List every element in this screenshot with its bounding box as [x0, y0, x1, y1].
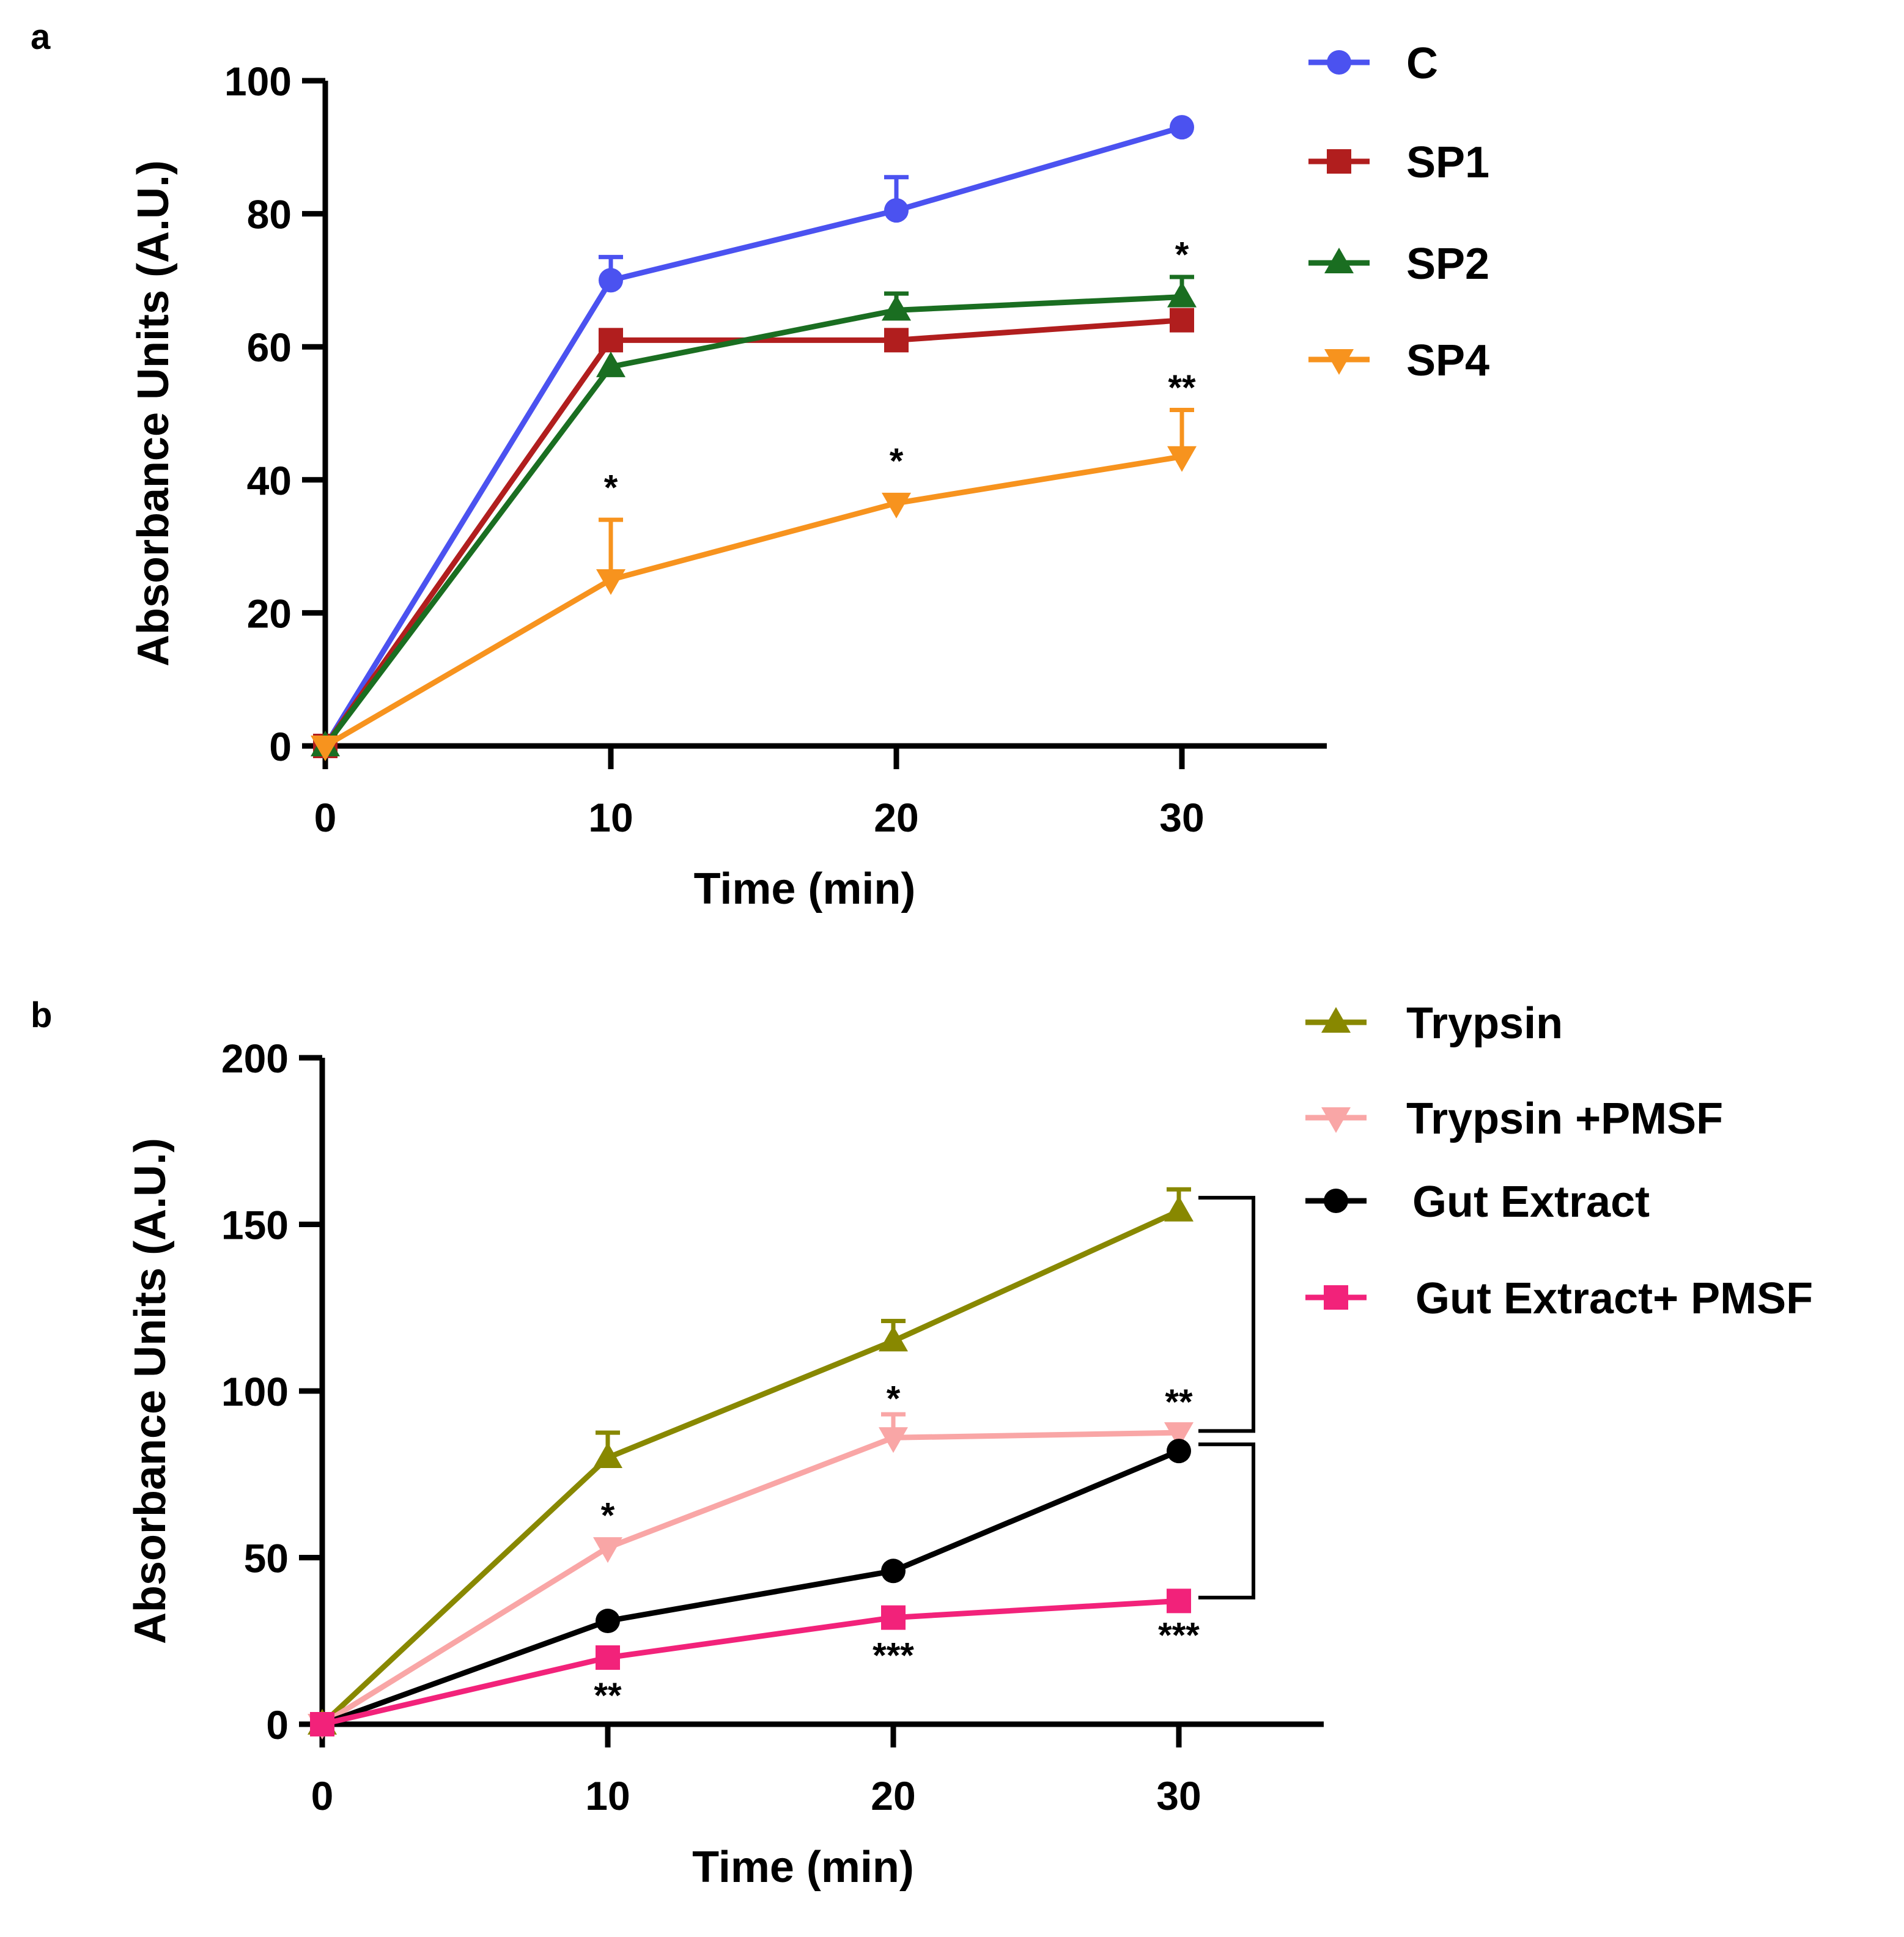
series-sp1 — [313, 308, 1194, 758]
series-trypsin-pmsf — [308, 1412, 1194, 1740]
y-axis-label: Absorbance Units (A.U.) — [126, 1138, 175, 1644]
legend-marker — [1324, 1189, 1348, 1213]
series-line — [320, 1208, 1180, 1727]
series-line — [323, 294, 1183, 748]
data-point — [1167, 281, 1197, 308]
data-point — [884, 328, 909, 353]
legend-marker — [1324, 248, 1354, 273]
series-line — [323, 124, 1183, 748]
panel-label: a — [31, 17, 51, 57]
y-tick-label: 20 — [247, 591, 292, 636]
data-point — [881, 1605, 906, 1630]
data-point — [1164, 1195, 1194, 1222]
legend-label: Trypsin +PMSF — [1406, 1094, 1723, 1143]
data-point — [881, 1559, 906, 1584]
data-point — [1167, 1439, 1191, 1464]
y-tick-label: 80 — [247, 192, 292, 237]
y-tick-label: 0 — [266, 1702, 289, 1747]
data-point — [1170, 115, 1194, 140]
series-line — [321, 1598, 1179, 1727]
data-point — [879, 1326, 908, 1352]
data-point — [596, 1645, 620, 1670]
comparison-bracket — [1198, 1195, 1255, 1433]
legend-label: Trypsin — [1406, 999, 1563, 1048]
legend-marker — [1327, 149, 1351, 174]
data-point — [882, 492, 911, 518]
data-point — [1170, 308, 1194, 333]
data-point — [596, 1609, 620, 1634]
legend-label: Gut Extract+ PMSF — [1415, 1274, 1813, 1323]
series-gut-extract-pmsf — [310, 1588, 1191, 1736]
legend-label: C — [1406, 39, 1438, 88]
y-tick-label: 40 — [247, 458, 292, 503]
comparison-bracket — [1198, 1442, 1255, 1599]
y-tick-label: 150 — [221, 1203, 289, 1248]
data-point — [311, 736, 340, 761]
data-point — [1167, 446, 1197, 472]
panel-a: a 0 20 40 60 80 100 0 10 20 30 Time (min) Absorbance… — [31, 17, 1489, 913]
significance-marker: * — [1175, 235, 1189, 275]
data-point — [593, 1537, 622, 1563]
panel-label: b — [31, 995, 52, 1035]
y-tick-label: 200 — [221, 1036, 289, 1081]
legend-marker — [1327, 50, 1351, 75]
x-axis-label: Time (min) — [694, 865, 916, 913]
y-tick-label: 60 — [247, 325, 292, 370]
significance-marker: *** — [873, 1636, 914, 1675]
significance-marker: ** — [594, 1676, 622, 1716]
significance-marker: * — [887, 1379, 901, 1419]
data-point — [596, 351, 625, 377]
legend-marker — [1321, 1007, 1351, 1033]
x-tick-label: 0 — [311, 1773, 334, 1818]
legend-marker — [1324, 1285, 1348, 1310]
x-axis-label: Time (min) — [692, 1843, 914, 1892]
legend-label: SP4 — [1406, 336, 1489, 385]
series-line — [323, 454, 1183, 748]
data-point — [1164, 1422, 1194, 1448]
legend-marker — [1324, 349, 1354, 375]
x-tick-label: 20 — [874, 795, 918, 840]
legend-label: Gut Extract — [1412, 1178, 1650, 1227]
y-tick-label: 100 — [221, 1369, 289, 1414]
series-line — [321, 1448, 1180, 1727]
x-tick-label: 30 — [1156, 1773, 1201, 1818]
data-point — [593, 1442, 622, 1468]
significance-marker: * — [601, 1496, 615, 1535]
significance-marker: *** — [1158, 1616, 1200, 1656]
series-gut-extract — [310, 1439, 1191, 1736]
y-tick-label: 0 — [269, 724, 292, 769]
significance-marker: * — [890, 441, 904, 481]
series-sp4 — [311, 408, 1197, 761]
x-tick-label: 20 — [871, 1773, 915, 1818]
data-point — [596, 569, 625, 595]
data-point — [599, 268, 623, 293]
legend: C SP1 SP2 SP4 — [1308, 39, 1489, 385]
data-point — [310, 1712, 334, 1736]
legend-marker — [1321, 1107, 1351, 1133]
data-point — [599, 328, 623, 353]
significance-marker: ** — [1165, 1382, 1193, 1422]
series-c — [313, 115, 1194, 758]
legend-label: SP1 — [1406, 138, 1489, 187]
x-tick-label: 30 — [1159, 795, 1204, 840]
x-tick-label: 0 — [314, 795, 337, 840]
x-tick-label: 10 — [585, 1773, 630, 1818]
y-tick-label: 50 — [244, 1536, 289, 1581]
series-sp2 — [311, 275, 1197, 756]
y-axis-label: Absorbance Units (A.U.) — [129, 160, 178, 666]
y-tick-label: 100 — [224, 59, 292, 104]
panel-b: b 0 50 100 150 200 0 10 20 30 Time (min) Absorbance… — [31, 995, 1813, 1892]
data-point — [882, 295, 911, 321]
x-tick-label: 10 — [588, 795, 633, 840]
series-line — [320, 1430, 1179, 1727]
data-point — [884, 198, 909, 223]
legend: Trypsin Trypsin +PMSF Gut Extract Gut Extra… — [1305, 999, 1813, 1323]
significance-marker: ** — [1168, 368, 1196, 408]
significance-marker: * — [604, 468, 618, 507]
data-point — [1167, 1588, 1191, 1614]
data-point — [879, 1427, 908, 1453]
legend-label: SP2 — [1406, 240, 1489, 289]
